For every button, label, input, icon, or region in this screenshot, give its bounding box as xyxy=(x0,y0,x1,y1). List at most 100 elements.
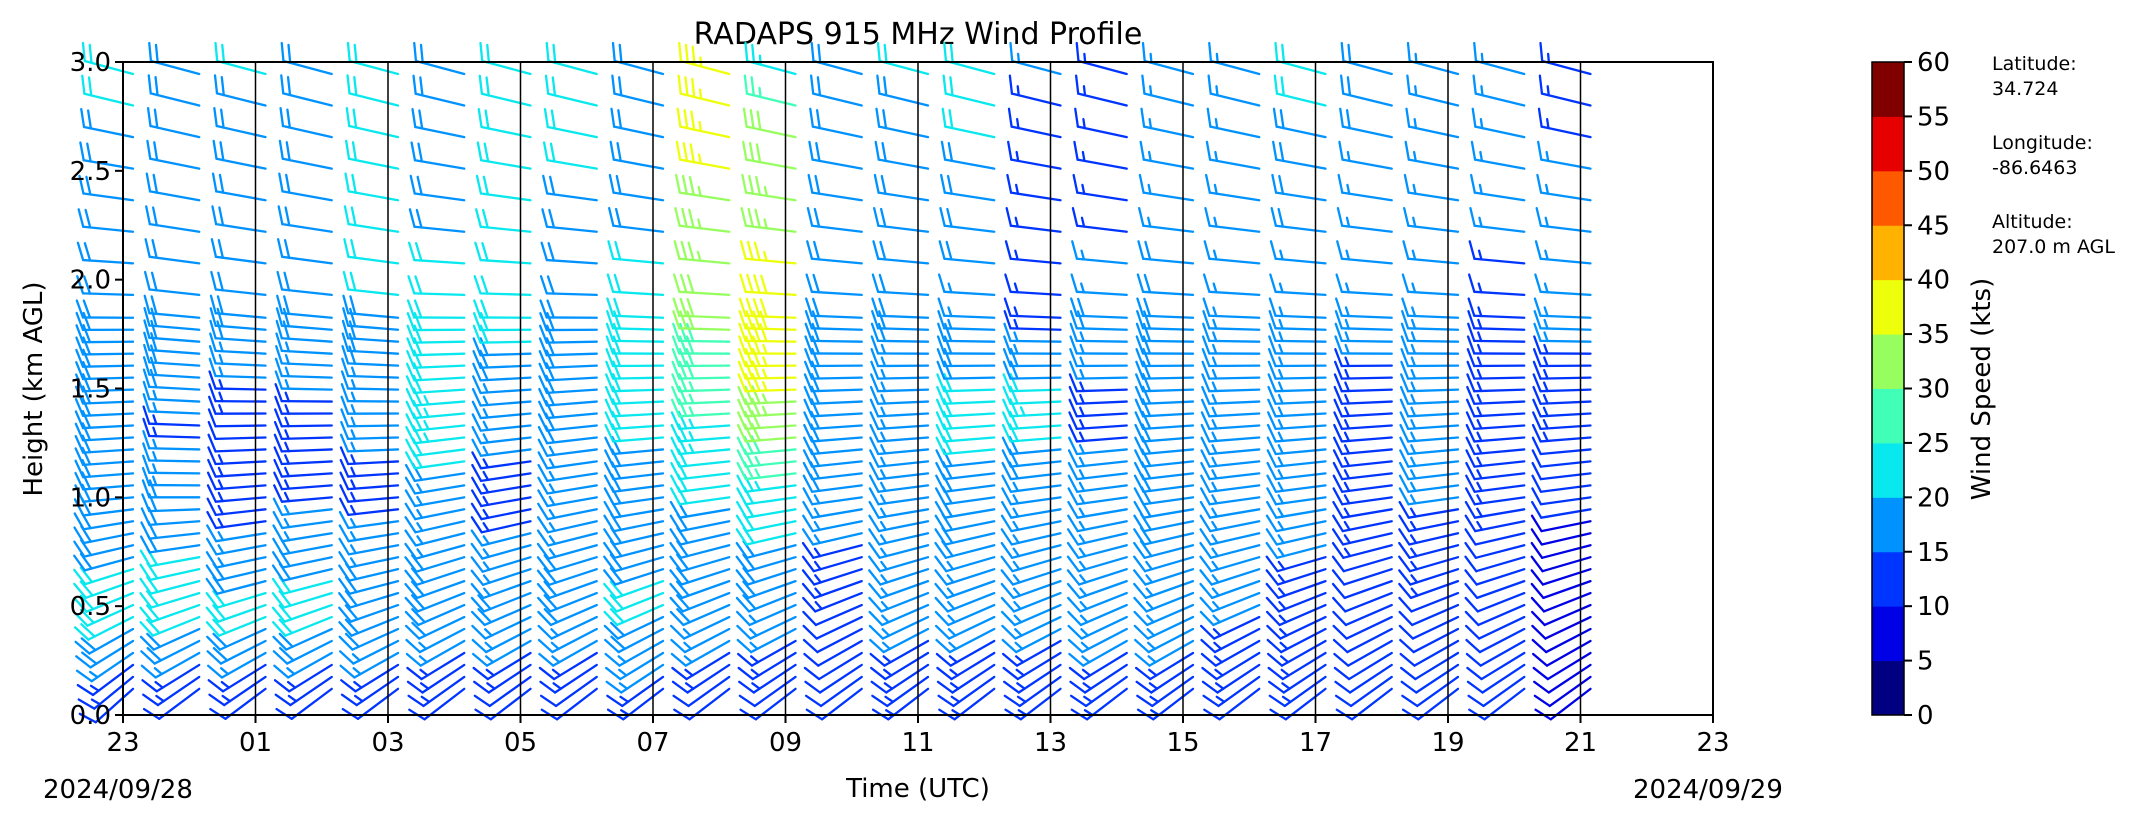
wind-barb xyxy=(605,335,665,355)
wind-barb xyxy=(1133,603,1195,627)
wind-barb xyxy=(274,408,333,428)
wind-barb xyxy=(1068,411,1128,431)
wind-barb xyxy=(536,529,598,547)
wind-barb xyxy=(1067,474,1128,493)
wind-barb xyxy=(1000,603,1062,627)
wind-barb xyxy=(145,205,201,233)
wind-barb xyxy=(473,299,532,319)
wind-barb xyxy=(1008,74,1062,107)
wind-barb xyxy=(77,208,135,233)
wind-barb xyxy=(1136,297,1195,319)
wind-barb xyxy=(473,275,532,297)
wind-barb xyxy=(1004,273,1062,297)
wind-barb xyxy=(936,360,996,380)
wind-barb xyxy=(738,297,797,319)
wind-barb xyxy=(536,554,598,573)
y-tick-label: 3.0 xyxy=(70,48,111,78)
wind-barb xyxy=(802,487,863,506)
wind-barb xyxy=(207,408,267,428)
wind-barb xyxy=(1334,348,1393,368)
wind-barb xyxy=(472,362,532,382)
wind-barb xyxy=(606,310,665,331)
wind-barb xyxy=(274,357,333,379)
wind-barb xyxy=(1268,675,1327,708)
wind-barb xyxy=(1332,615,1393,640)
start-date-label: 2024/09/28 xyxy=(43,775,193,805)
wind-barb xyxy=(278,139,333,170)
wind-barb xyxy=(868,568,930,586)
wind-barb xyxy=(870,360,930,380)
wind-barb xyxy=(875,107,930,139)
wind-barb xyxy=(1007,107,1062,139)
wind-barb xyxy=(941,107,996,139)
wind-barb xyxy=(934,568,996,586)
wind-barb xyxy=(935,423,996,443)
wind-barb xyxy=(672,675,731,708)
wind-barb xyxy=(1200,398,1261,418)
wind-barb xyxy=(1066,555,1128,573)
wind-barb xyxy=(1336,240,1393,265)
wind-barb xyxy=(404,542,466,560)
wind-barb xyxy=(1269,273,1327,297)
wind-barb xyxy=(406,651,466,681)
wind-barb xyxy=(803,423,863,443)
wind-barb xyxy=(1465,436,1526,456)
wind-barb xyxy=(142,368,201,391)
wind-barb xyxy=(801,528,863,546)
colorbar-tick-label: 15 xyxy=(1917,538,1950,568)
wind-barb xyxy=(936,373,996,393)
wind-barb xyxy=(1530,514,1592,533)
wind-barb xyxy=(210,238,267,265)
wind-barb xyxy=(340,382,400,403)
wind-barb xyxy=(670,398,731,418)
x-tick-label: 13 xyxy=(1034,728,1067,758)
wind-barb xyxy=(606,297,665,319)
wind-barb xyxy=(1267,411,1327,431)
station-info-label: Longitude: xyxy=(1992,132,2093,154)
wind-barb xyxy=(1531,627,1592,654)
wind-barb xyxy=(739,273,797,297)
wind-barb xyxy=(1539,41,1592,76)
wind-barb xyxy=(539,663,598,694)
wind-barb xyxy=(205,603,267,623)
wind-barb xyxy=(1067,436,1128,456)
wind-barb xyxy=(1339,74,1393,107)
wind-barb xyxy=(211,205,267,233)
wind-barb xyxy=(279,106,333,139)
wind-barb xyxy=(671,663,731,694)
wind-barb xyxy=(207,395,267,415)
x-tick-label: 21 xyxy=(1564,728,1597,758)
wind-barb xyxy=(470,579,532,600)
wind-barb xyxy=(1268,335,1327,355)
wind-barb xyxy=(470,568,532,586)
wind-barb xyxy=(1336,207,1393,233)
wind-barb xyxy=(809,74,863,107)
wind-barb xyxy=(206,651,267,679)
x-tick-label: 19 xyxy=(1431,728,1464,758)
wind-barb xyxy=(142,454,201,475)
wind-barb xyxy=(603,553,665,573)
wind-barb xyxy=(537,451,598,470)
wind-barb xyxy=(1139,140,1195,170)
wind-barb xyxy=(1334,322,1393,343)
wind-barb xyxy=(737,397,797,418)
wind-barb xyxy=(1136,675,1195,708)
wind-barb xyxy=(1333,385,1393,405)
wind-barb xyxy=(1399,423,1460,443)
wind-barb xyxy=(143,331,201,355)
wind-barb xyxy=(1531,436,1592,456)
wind-barb xyxy=(1464,487,1526,506)
wind-barb xyxy=(1267,373,1327,393)
wind-barb xyxy=(670,627,731,654)
wind-barb xyxy=(344,172,400,202)
wind-barb xyxy=(611,41,665,76)
wind-barb xyxy=(1134,410,1195,431)
wind-barb xyxy=(1001,423,1062,443)
wind-barb xyxy=(869,436,930,456)
wind-barb xyxy=(340,408,400,428)
wind-barb xyxy=(342,270,400,297)
wind-barb xyxy=(142,417,201,439)
wind-barb xyxy=(339,446,400,466)
wind-barb xyxy=(271,603,333,623)
wind-barb xyxy=(1531,474,1592,493)
